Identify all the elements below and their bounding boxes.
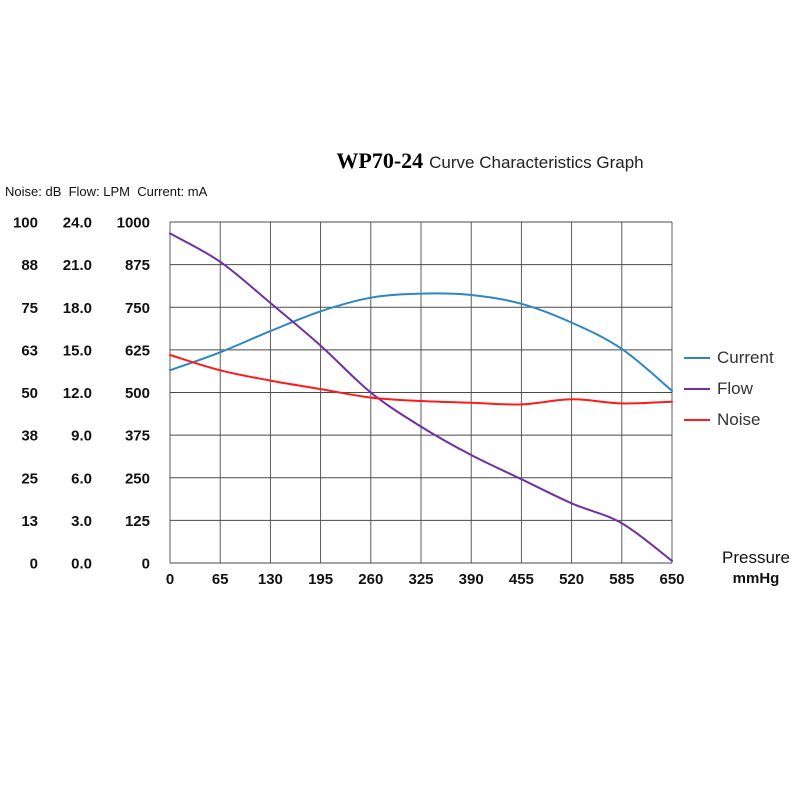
y-tick-label-current: 250 [125,470,150,487]
legend: Current Flow Noise [684,342,774,435]
y-tick-label-flow: 9.0 [71,428,92,445]
legend-item-noise: Noise [684,404,774,435]
y-tick-label-flow: 6.0 [71,470,92,487]
y-tick-label-current: 1000 [117,215,150,232]
y-tick-label-flow: 3.0 [71,513,92,530]
x-tick-label: 195 [308,571,333,588]
y-tick-label-flow: 0.0 [71,556,92,573]
flow-line-key-icon [684,387,710,390]
x-tick-label: 520 [559,571,584,588]
chart-title-text: Curve Characteristics Graph [429,153,644,172]
model-number: WP70-24 [336,148,424,173]
x-tick-label: 65 [212,571,229,588]
legend-label-flow: Flow [717,378,753,398]
y-tick-label-current: 125 [125,513,150,530]
y-tick-label-noise: 63 [21,342,38,359]
y-tick-label-current: 875 [125,257,150,274]
y-tick-label-noise: 50 [21,385,38,402]
legend-label-current: Current [717,347,774,367]
y-tick-label-noise: 25 [21,470,38,487]
y-tick-label-noise: 75 [21,300,38,317]
y-tick-label-flow: 15.0 [63,342,92,359]
x-tick-label: 130 [258,571,283,588]
x-axis-unit: mmHg [732,570,780,587]
legend-label-noise: Noise [717,409,761,429]
series-line-flow [169,232,673,562]
x-tick-label: 260 [358,571,383,588]
current-line-key-icon [684,356,710,359]
x-tick-label: 325 [408,571,433,588]
x-tick-label: 455 [509,571,534,588]
y-tick-label-noise: 100 [13,215,38,232]
x-tick-label: 0 [166,571,174,588]
x-axis-title: Pressure mmHg [710,548,800,587]
y-tick-label-noise: 0 [30,556,38,573]
y-tick-label-flow: 12.0 [63,385,92,402]
series-line-noise [169,354,673,406]
legend-item-flow: Flow [684,373,774,404]
grid [169,221,673,564]
x-tick-label: 390 [459,571,484,588]
y-tick-label-flow: 21.0 [63,257,92,274]
y-tick-label-flow: 18.0 [63,300,92,317]
axis-units-label: Noise: dB Flow: LPM Current: mA [5,184,208,199]
y-tick-label-current: 750 [125,300,150,317]
x-tick-label: 650 [659,571,684,588]
y-tick-label-flow: 24.0 [63,215,92,232]
y-tick-label-current: 625 [125,342,150,359]
legend-item-current: Current [684,342,774,373]
y-tick-label-current: 375 [125,428,150,445]
y-tick-label-noise: 13 [21,513,38,530]
noise-line-key-icon [684,418,710,421]
y-tick-label-noise: 38 [21,428,38,445]
chart-title: WP70-24 Curve Characteristics Graph [180,148,800,174]
x-axis-name: Pressure [721,548,791,567]
y-tick-label-current: 0 [142,556,150,573]
y-tick-label-noise: 88 [21,257,38,274]
y-tick-label-current: 500 [125,385,150,402]
x-tick-label: 585 [609,571,634,588]
series-line-current [169,292,673,392]
